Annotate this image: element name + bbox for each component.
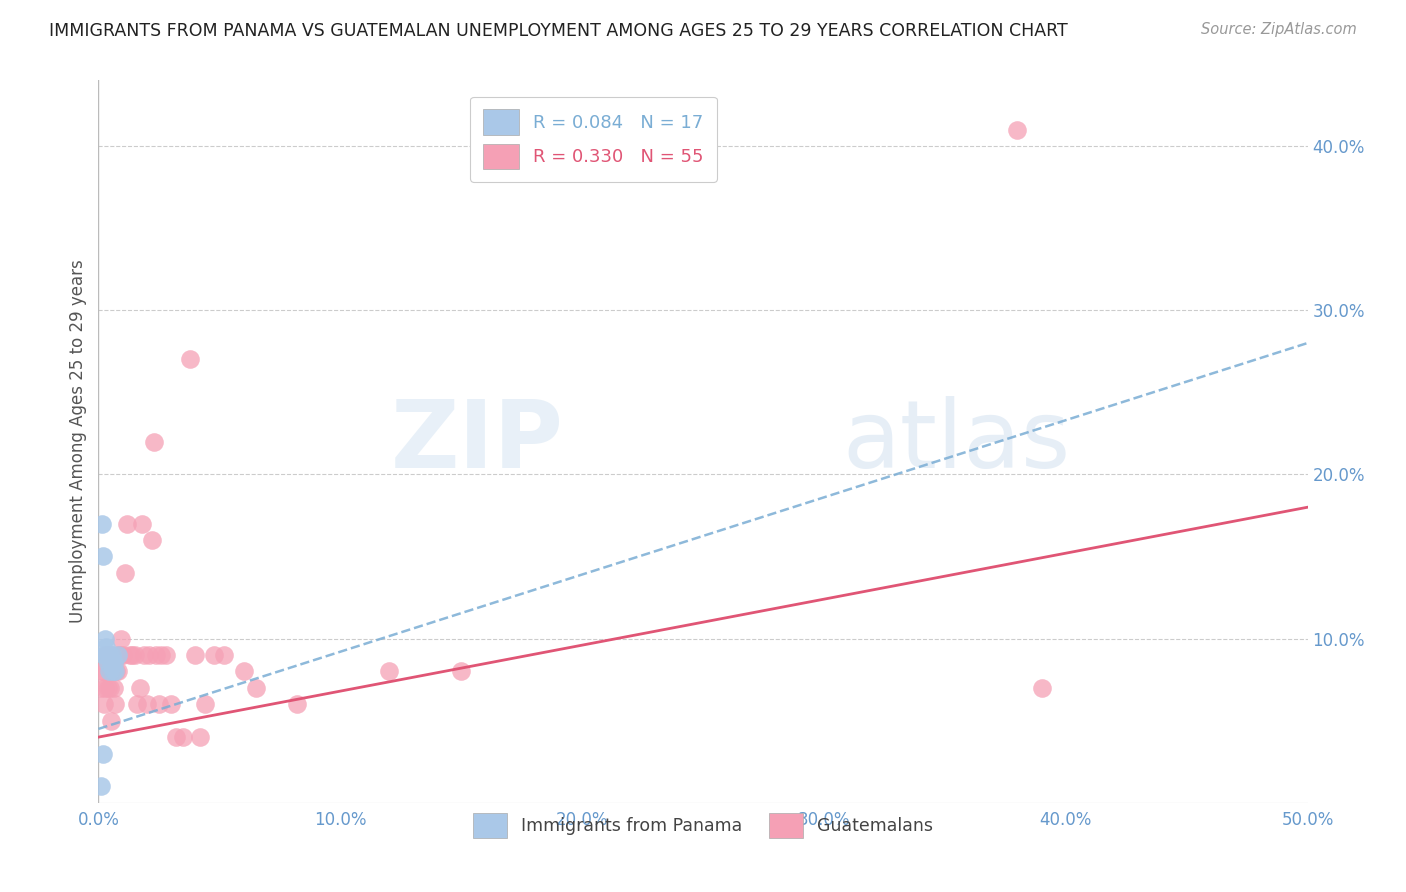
Point (114, 566, 136, 580)
Point (93, 698, 115, 712)
Point (90, 780, 112, 794)
Point (188, 730, 211, 744)
Point (232, 665, 254, 679)
Point (377, 665, 399, 679)
Point (194, 698, 217, 712)
Point (91, 665, 114, 679)
Point (1031, 681, 1053, 695)
Point (179, 352, 201, 367)
Point (124, 648, 146, 662)
Point (101, 665, 124, 679)
Point (1007, 122, 1029, 136)
Point (128, 681, 150, 695)
Text: ZIP: ZIP (391, 395, 564, 488)
Point (100, 648, 122, 662)
Point (93, 648, 115, 662)
Point (184, 648, 207, 662)
Point (143, 434, 166, 449)
Point (127, 698, 149, 712)
Point (118, 648, 141, 662)
Point (110, 632, 132, 646)
Point (96, 648, 118, 662)
Point (104, 698, 127, 712)
Point (90, 681, 112, 695)
Point (245, 681, 267, 695)
Point (141, 533, 163, 547)
Point (104, 665, 127, 679)
Point (96, 648, 118, 662)
Text: IMMIGRANTS FROM PANAMA VS GUATEMALAN UNEMPLOYMENT AMONG AGES 25 TO 29 YEARS CORR: IMMIGRANTS FROM PANAMA VS GUATEMALAN UNE… (49, 22, 1069, 40)
Point (91, 747, 114, 761)
Point (172, 730, 194, 744)
Point (100, 665, 122, 679)
Point (134, 648, 156, 662)
Point (212, 648, 235, 662)
Point (94, 648, 117, 662)
Point (121, 648, 143, 662)
Point (108, 648, 131, 662)
Point (91, 549, 114, 564)
Point (160, 698, 183, 712)
Text: atlas: atlas (842, 395, 1070, 488)
Point (104, 665, 127, 679)
Point (98, 665, 121, 679)
Point (107, 648, 129, 662)
Point (148, 698, 170, 712)
Point (107, 648, 129, 662)
Point (155, 648, 177, 662)
Point (97, 681, 120, 695)
Point (98, 665, 121, 679)
Point (101, 665, 124, 679)
Point (100, 657, 122, 671)
Point (450, 665, 472, 679)
Point (94, 681, 117, 695)
Point (94, 632, 117, 646)
Y-axis label: Unemployment Among Ages 25 to 29 years: Unemployment Among Ages 25 to 29 years (69, 260, 87, 624)
Point (97, 648, 120, 662)
Point (135, 698, 157, 712)
Point (103, 657, 125, 671)
Point (100, 648, 122, 662)
Point (111, 648, 134, 662)
Point (150, 648, 173, 662)
Point (165, 730, 187, 744)
Point (131, 516, 153, 531)
Point (117, 516, 139, 531)
Point (91, 516, 114, 531)
Text: Source: ZipAtlas.com: Source: ZipAtlas.com (1201, 22, 1357, 37)
Point (204, 648, 226, 662)
Point (97, 657, 120, 671)
Point (98, 681, 121, 695)
Point (103, 681, 125, 695)
Legend: Immigrants from Panama, Guatemalans: Immigrants from Panama, Guatemalans (465, 806, 941, 845)
Point (91, 665, 114, 679)
Point (107, 665, 129, 679)
Point (145, 648, 167, 662)
Point (94, 640, 117, 654)
Point (138, 648, 160, 662)
Point (100, 714, 122, 728)
Point (285, 698, 308, 712)
